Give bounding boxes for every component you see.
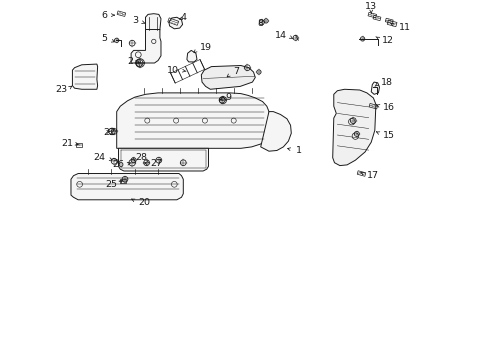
Text: 4: 4 [181, 13, 186, 22]
Text: 27: 27 [150, 159, 162, 168]
Polygon shape [71, 174, 183, 200]
Polygon shape [332, 89, 375, 166]
Polygon shape [131, 30, 161, 63]
Text: 11: 11 [398, 22, 410, 31]
Text: 22: 22 [103, 128, 115, 137]
Text: 10: 10 [166, 66, 179, 75]
Text: 9: 9 [225, 94, 231, 102]
Text: 17: 17 [366, 171, 378, 180]
Polygon shape [370, 82, 379, 94]
Polygon shape [168, 17, 182, 29]
Polygon shape [118, 148, 208, 171]
Text: 7: 7 [232, 68, 239, 77]
Text: 20: 20 [138, 198, 150, 207]
Text: 23: 23 [55, 85, 67, 94]
Text: 25: 25 [105, 180, 118, 189]
Polygon shape [201, 66, 255, 89]
Text: 18: 18 [380, 77, 392, 86]
Text: 8: 8 [257, 19, 263, 28]
Polygon shape [260, 112, 291, 151]
Text: 1: 1 [295, 146, 301, 155]
Text: 21: 21 [61, 139, 73, 148]
Text: 12: 12 [381, 36, 393, 45]
Text: 28: 28 [136, 153, 147, 162]
Text: 13: 13 [365, 2, 377, 11]
Text: 26: 26 [112, 161, 123, 169]
Text: 14: 14 [274, 31, 286, 40]
Text: 6: 6 [101, 10, 107, 19]
Text: 16: 16 [382, 103, 394, 112]
Text: 19: 19 [199, 43, 211, 52]
Text: 2: 2 [127, 57, 133, 66]
Text: 5: 5 [101, 34, 107, 43]
Polygon shape [117, 93, 268, 148]
Text: 15: 15 [382, 130, 394, 139]
Text: 24: 24 [93, 153, 104, 162]
Polygon shape [72, 64, 98, 89]
Polygon shape [145, 14, 161, 33]
Text: 3: 3 [132, 16, 138, 25]
Polygon shape [186, 50, 197, 62]
